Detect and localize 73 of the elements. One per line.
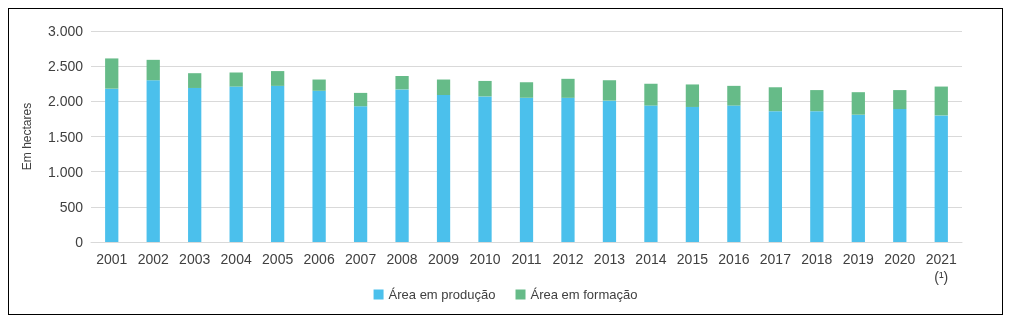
legend-label: Área em produção: [388, 287, 496, 302]
x-tick-label: 2002: [137, 251, 169, 267]
x-tick-label: 2008: [386, 251, 418, 267]
bar: [851, 92, 865, 115]
bar: [146, 80, 160, 242]
x-tick-label: 2004: [220, 251, 252, 267]
bar: [851, 114, 865, 242]
bar: [561, 78, 575, 98]
x-tick-label: 2014: [635, 251, 667, 267]
x-tick-label: 2007: [345, 251, 377, 267]
bar: [768, 87, 782, 112]
y-tick-label: 2.500: [47, 58, 84, 75]
bar: [188, 73, 202, 88]
bar: [934, 115, 948, 242]
bar: [353, 92, 368, 107]
bar: [353, 106, 368, 242]
x-tick-label: 2010: [469, 251, 501, 267]
x-tick-label: 2001: [96, 251, 128, 267]
y-tick-label: 500: [59, 198, 84, 215]
bar: [395, 76, 409, 90]
x-tick-label: 2021 (¹): [925, 251, 958, 285]
bar: [685, 84, 700, 107]
bar: [395, 89, 409, 242]
bar: [561, 97, 575, 242]
bar: [602, 100, 617, 242]
bar: [229, 72, 243, 87]
bar: [188, 87, 202, 242]
bar: [312, 90, 326, 242]
bar: [105, 88, 119, 242]
bar: [768, 111, 782, 242]
x-tick-label: 2006: [303, 251, 335, 267]
bar: [934, 86, 948, 116]
bar: [271, 71, 285, 86]
bar: [893, 90, 907, 110]
x-tick-label: 2012: [552, 251, 584, 267]
y-tick-label: 1.500: [47, 128, 84, 145]
y-tick-label: 2.000: [47, 93, 84, 110]
bar: [519, 82, 534, 98]
bar: [436, 95, 451, 242]
bar: [727, 105, 741, 242]
y-axis-title: Em hectares: [20, 102, 34, 171]
x-tick-label: 2016: [718, 251, 750, 267]
x-tick-label: 2018: [801, 251, 833, 267]
bar: [105, 58, 119, 89]
x-tick-label: 2009: [427, 251, 460, 267]
x-tick-label: 2005: [262, 251, 294, 267]
x-tick-label: 2019: [842, 251, 875, 267]
bar: [727, 85, 741, 106]
x-tick-label: 2013: [593, 251, 626, 267]
bar: [436, 79, 451, 95]
x-tick-label: 2015: [676, 251, 709, 267]
bar: [685, 106, 700, 242]
bar: [644, 105, 658, 242]
y-tick-label: 3.000: [47, 23, 84, 39]
x-tick-label: 2003: [179, 251, 211, 267]
bar: [810, 90, 824, 112]
bar: [478, 80, 492, 97]
x-tick-label: 2017: [759, 251, 792, 267]
legend-label: Área em formação: [530, 287, 638, 302]
bar: [478, 96, 492, 242]
bar: [229, 86, 243, 242]
bar: [810, 111, 824, 242]
bar: [271, 85, 285, 242]
x-tick-label: 2011: [511, 251, 542, 267]
y-tick-label: 1.000: [47, 163, 84, 180]
bar: [146, 59, 160, 81]
bar: [602, 80, 617, 101]
bar: [312, 79, 326, 91]
y-tick-label: 0: [75, 234, 84, 250]
bar: [893, 109, 907, 242]
x-tick-label: 2020: [884, 251, 916, 267]
bar: [644, 83, 658, 106]
bar: [519, 97, 534, 242]
